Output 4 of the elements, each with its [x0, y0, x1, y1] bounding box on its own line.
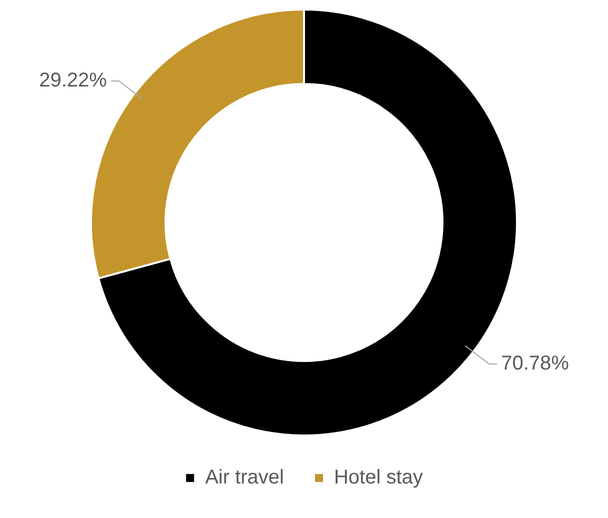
legend-label: Hotel stay	[334, 466, 423, 489]
data-label: 70.78%	[501, 352, 570, 375]
legend-label: Air travel	[205, 466, 284, 489]
data-label: 29.22%	[39, 69, 108, 92]
